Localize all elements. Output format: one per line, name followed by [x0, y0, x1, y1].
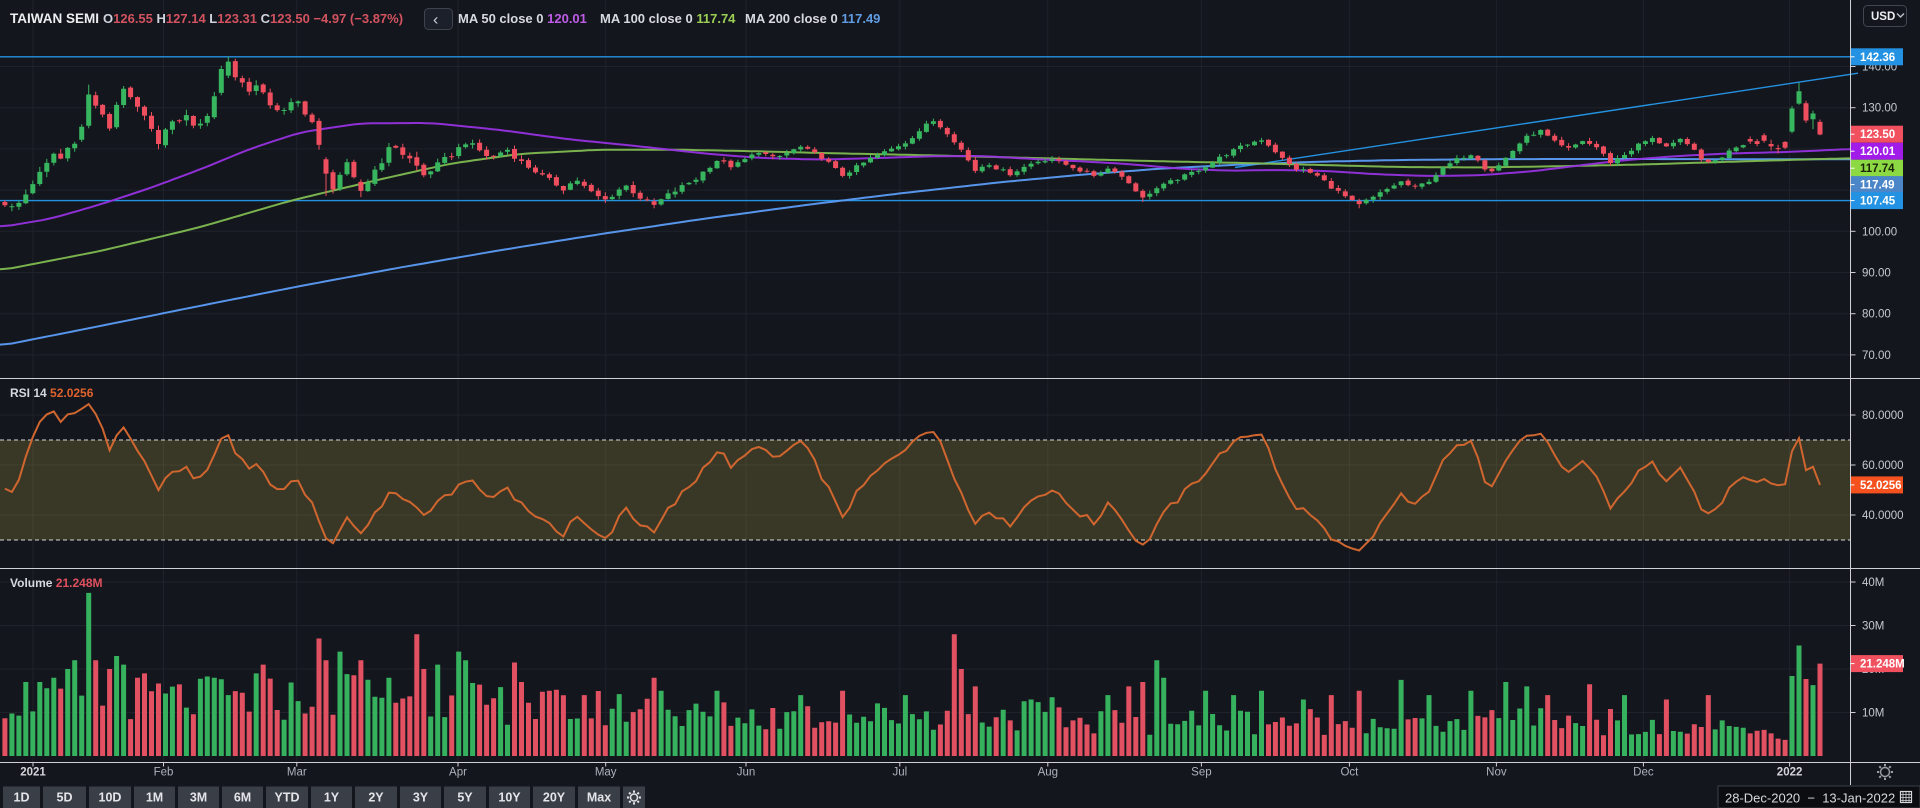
svg-text:117.49: 117.49 [1860, 180, 1895, 192]
svg-text:28-Dec-2020 − 13-Jan-2022: 28-Dec-2020 − 13-Jan-2022 [1725, 791, 1895, 806]
svg-text:2Y: 2Y [368, 791, 384, 805]
svg-text:Jun: Jun [737, 767, 756, 779]
svg-text:Apr: Apr [449, 767, 467, 779]
svg-text:120.01: 120.01 [1860, 146, 1896, 158]
svg-text:TAIWAN SEMI: TAIWAN SEMI [10, 11, 99, 26]
svg-text:21.248M: 21.248M [1860, 659, 1905, 671]
svg-text:RSI 14 52.0256: RSI 14 52.0256 [10, 386, 94, 400]
svg-text:90.00: 90.00 [1862, 268, 1891, 280]
svg-text:130.00: 130.00 [1862, 103, 1897, 115]
svg-text:1D: 1D [14, 791, 30, 805]
svg-text:142.36: 142.36 [1860, 52, 1895, 64]
svg-text:6M: 6M [234, 791, 251, 805]
svg-text:MA 200 close 0 117.49: MA 200 close 0 117.49 [745, 11, 880, 26]
svg-text:10D: 10D [99, 791, 122, 805]
svg-text:70.00: 70.00 [1862, 350, 1891, 362]
svg-text:YTD: YTD [275, 791, 300, 805]
svg-text:5Y: 5Y [457, 791, 473, 805]
svg-text:123.50: 123.50 [1860, 129, 1895, 141]
svg-text:Nov: Nov [1486, 767, 1507, 779]
svg-text:Aug: Aug [1038, 767, 1058, 779]
svg-text:2021: 2021 [20, 767, 46, 779]
svg-text:3Y: 3Y [413, 791, 429, 805]
svg-text:MA 50 close 0 120.01: MA 50 close 0 120.01 [458, 11, 587, 26]
svg-text:52.0256: 52.0256 [1860, 480, 1902, 492]
svg-text:40.0000: 40.0000 [1862, 510, 1904, 522]
svg-text:May: May [595, 767, 617, 779]
svg-text:10Y: 10Y [498, 791, 521, 805]
svg-text:O126.55 H127.14 L123.31 C123.5: O126.55 H127.14 L123.31 C123.50 −4.97 (−… [103, 11, 403, 26]
svg-text:80.00: 80.00 [1862, 309, 1891, 321]
svg-text:80.0000: 80.0000 [1862, 410, 1904, 422]
svg-text:Dec: Dec [1633, 767, 1654, 779]
svg-text:‹: ‹ [433, 12, 438, 29]
svg-text:USD: USD [1871, 11, 1895, 23]
svg-text:5D: 5D [57, 791, 73, 805]
svg-text:1Y: 1Y [324, 791, 340, 805]
svg-text:Feb: Feb [154, 767, 174, 779]
svg-text:60.0000: 60.0000 [1862, 460, 1904, 472]
svg-text:Mar: Mar [287, 767, 307, 779]
svg-text:100.00: 100.00 [1862, 226, 1897, 238]
svg-text:Jul: Jul [892, 767, 907, 779]
svg-text:Max: Max [587, 791, 611, 805]
svg-text:Sep: Sep [1191, 767, 1211, 779]
svg-text:30M: 30M [1862, 621, 1884, 633]
svg-text:3M: 3M [190, 791, 207, 805]
svg-text:107.45: 107.45 [1860, 196, 1896, 208]
svg-text:117.74: 117.74 [1860, 163, 1895, 175]
svg-text:20Y: 20Y [543, 791, 566, 805]
svg-text:2022: 2022 [1777, 767, 1803, 779]
svg-text:MA 100 close 0 117.74: MA 100 close 0 117.74 [600, 11, 736, 26]
svg-text:40M: 40M [1862, 577, 1884, 589]
svg-text:Volume 21.248M: Volume 21.248M [10, 576, 103, 590]
svg-text:Oct: Oct [1340, 767, 1359, 779]
svg-text:1M: 1M [146, 791, 163, 805]
svg-text:10M: 10M [1862, 708, 1884, 720]
